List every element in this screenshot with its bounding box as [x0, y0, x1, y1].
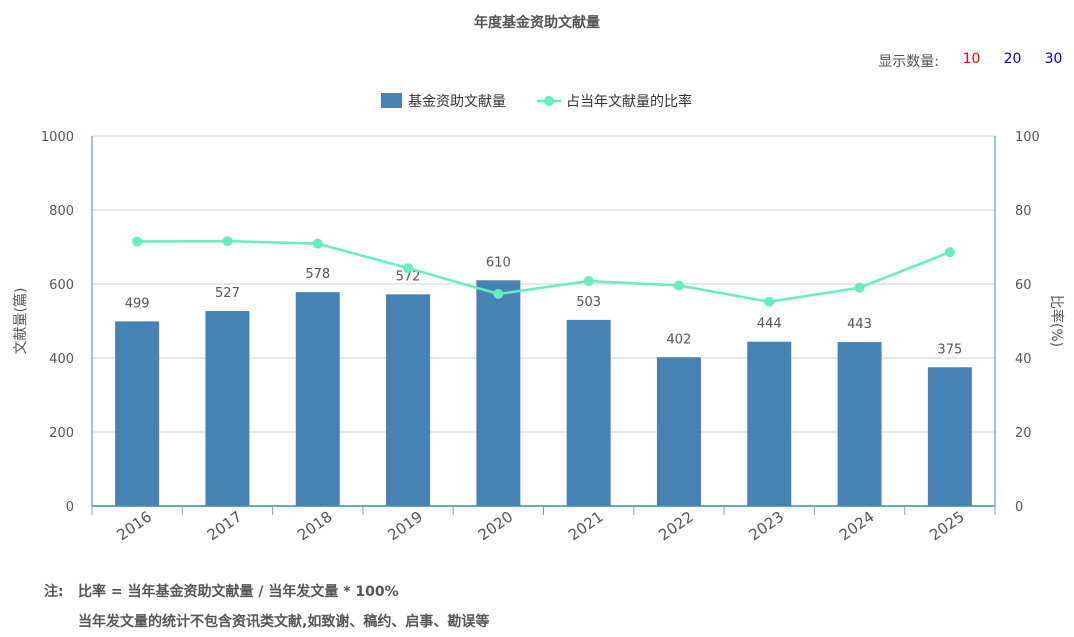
ratio-point: [944, 247, 955, 258]
y-tick-label: 1000: [41, 130, 74, 145]
bar-value-label: 443: [847, 317, 872, 332]
display-count-selector: 显示数量: 10 20 30: [878, 51, 1074, 71]
note-label: 注:: [44, 584, 64, 600]
ratio-point: [854, 282, 865, 293]
bar: [386, 294, 431, 506]
bar-value-label: 444: [757, 317, 782, 332]
bar: [295, 292, 340, 506]
ratio-line: [137, 239, 951, 304]
y-right-tick-label: 40: [1015, 352, 1032, 367]
x-tick-label: 2025: [926, 508, 968, 545]
combo-chart: 0 200 400 600 800 1000 0 20 40 60 80 100 文献量(篇) 比率(%)…: [13, 93, 1065, 545]
display-count-option-30[interactable]: 30: [1044, 51, 1063, 67]
chart-title: 年度基金资助文献量: [474, 15, 600, 31]
y-tick-label: 0: [66, 500, 74, 515]
y-tick-label: 600: [49, 278, 74, 293]
legend-bar-label: 基金资助文献量: [408, 93, 506, 110]
legend-bar-swatch: [381, 93, 402, 108]
y-tick-label: 800: [49, 204, 74, 219]
x-tick-label: 2019: [384, 508, 426, 545]
display-count-option-10[interactable]: 10: [962, 51, 981, 67]
x-tick-label: 2018: [294, 508, 336, 545]
x-tick-label: 2023: [746, 508, 788, 545]
bar-value-label: 527: [215, 286, 240, 301]
y-right-tick-label: 0: [1015, 500, 1023, 515]
bar: [656, 357, 701, 506]
bar-value-label: 402: [667, 332, 692, 347]
bar-value-label: 572: [396, 269, 421, 284]
ratio-point: [764, 296, 775, 307]
bar-value-label: 499: [125, 296, 150, 311]
ratio-point: [583, 276, 594, 287]
x-tick-label: 2022: [655, 508, 697, 545]
x-tick-label: 2020: [475, 508, 517, 545]
y-tick-label: 200: [49, 426, 74, 441]
ratio-point: [403, 263, 414, 274]
bar-value-label: 610: [486, 255, 511, 270]
bar: [205, 311, 250, 506]
y-right-tick-label: 60: [1015, 278, 1032, 293]
y-axis-title: 文献量(篇): [13, 288, 29, 355]
bar: [476, 280, 521, 506]
x-tick-label: 2016: [113, 508, 155, 545]
display-count-option-20[interactable]: 20: [1003, 51, 1022, 67]
note-line-1: 比率 = 当年基金资助文献量 / 当年发文量 * 100%: [78, 584, 399, 600]
ratio-point: [673, 280, 684, 291]
bar: [927, 367, 972, 506]
ratio-point: [132, 236, 143, 247]
x-tick-label: 2021: [565, 508, 607, 545]
legend-line-marker: [544, 96, 554, 106]
y-tick-label: 400: [49, 352, 74, 367]
bar-value-label: 578: [305, 267, 330, 282]
bar: [115, 321, 160, 506]
bar-value-label: 503: [576, 295, 601, 310]
display-count-label: 显示数量:: [878, 54, 939, 70]
bar-value-label: 375: [937, 342, 962, 357]
x-tick-label: 2017: [204, 508, 246, 545]
x-tick-label: 2024: [836, 508, 878, 545]
y-right-axis-title: 比率(%): [1048, 295, 1065, 347]
legend-line-label: 占当年文献量的比率: [566, 93, 692, 110]
bar: [747, 341, 792, 506]
note-line-2: 当年发文量的统计不包含资讯类文献,如致谢、稿约、启事、勘误等: [78, 614, 490, 630]
ratio-point: [222, 236, 233, 247]
bar: [837, 342, 882, 506]
y-right-tick-label: 100: [1015, 130, 1040, 145]
y-right-tick-label: 20: [1015, 426, 1032, 441]
ratio-point: [312, 238, 323, 249]
bar: [566, 319, 611, 506]
ratio-point: [493, 288, 504, 299]
y-right-tick-label: 80: [1015, 204, 1032, 219]
